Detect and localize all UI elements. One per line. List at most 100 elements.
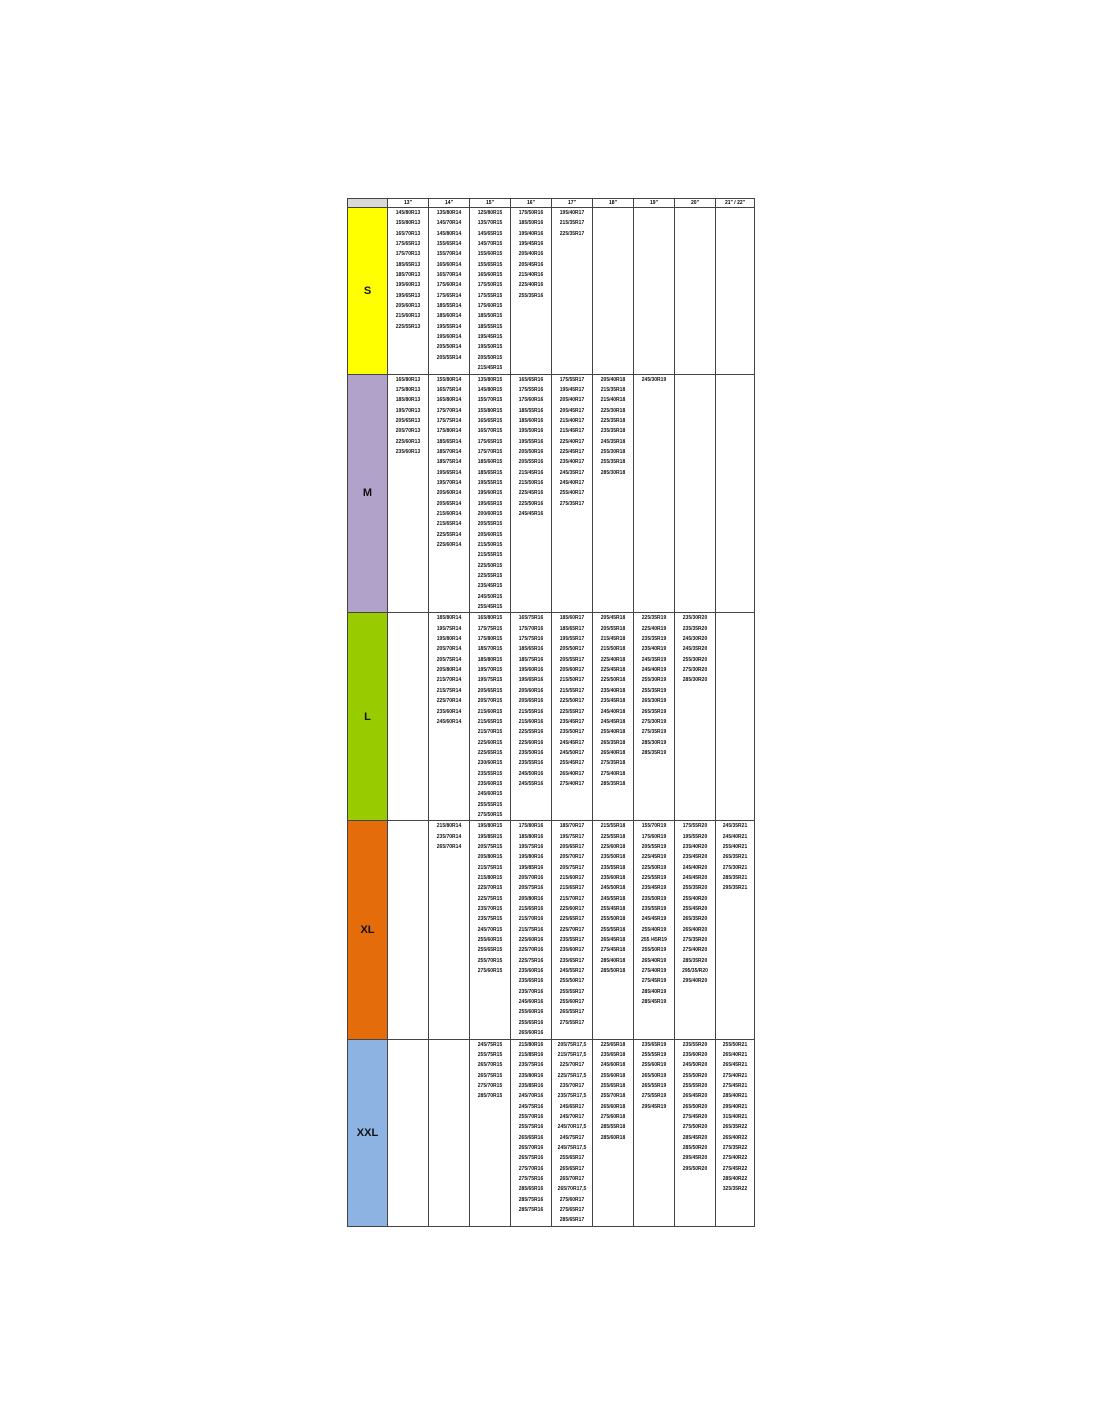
tyre-size-cell: 175/80R16 185/80R16 195/75R16 195/80R16 195/… [510, 820, 552, 1040]
tyre-size: 155/60R15 [477, 251, 503, 258]
tyre-size: 215/75R16 [518, 926, 544, 933]
tyre-size: 155/65R14 [436, 241, 462, 248]
tyre-size: 195/60R14 [436, 334, 462, 341]
tyre-size: 235/40R20 [682, 843, 708, 850]
tyre-size-cell [674, 373, 716, 614]
tyre-size: 285/35R21 [722, 875, 748, 881]
tyre-size: 245/55R17 [559, 968, 585, 975]
tyre-size: 165/75R14 [436, 386, 462, 393]
tyre-size: 195/65R15 [477, 500, 503, 507]
tyre-size: 245/50R20 [682, 1062, 708, 1069]
tyre-size: 225/70R17 [559, 1062, 585, 1069]
tyre-size: 245/35R17 [559, 469, 585, 476]
tyre-size: 225/75R17,5 [557, 1072, 587, 1079]
tyre-size: 175/70R16 [518, 625, 544, 632]
tyre-size: 235/50R19 [641, 895, 667, 902]
tyre-size-cell: 165/75R16 175/70R16 175/75R16 185/65R16 185/… [510, 612, 552, 822]
tyre-size: 215/40R17 [559, 417, 585, 424]
tyre-size: 185/50R15 [477, 313, 503, 320]
size-row-xxl: XXL 245/75R15 255/75R15 265/70R15 265/75R15 2… [347, 1038, 755, 1227]
tyre-size: 200/60R15 [477, 510, 503, 517]
tyre-size: 275/40R17 [559, 780, 585, 787]
tyre-size: 275/45R21 [722, 1082, 748, 1089]
tyre-size: 265/75R16 [518, 1155, 544, 1162]
tyre-size: 185/65R16 [518, 646, 544, 653]
tyre-size: 275/45R22 [722, 1165, 748, 1172]
tyre-size: 185/70R13 [395, 272, 421, 279]
tyre-size-cell: 175/50R16 185/50R16 195/40R16 195/45R16 205/… [510, 207, 552, 375]
tyre-size: 155/80R14 [436, 376, 462, 383]
tyre-size: 195/85R16 [518, 864, 544, 871]
tyre-size: 265/45R20 [682, 1093, 708, 1100]
tyre-size: 185/65R17 [559, 625, 585, 632]
tyre-size: 245/60R14 [436, 718, 462, 725]
tyre-size: 245/70R17,5 [557, 1124, 587, 1131]
tyre-size: 245/35R21 [722, 823, 748, 830]
tyre-size: 295/35/R20 [682, 968, 708, 975]
tyre-size: 155/65R15 [477, 261, 503, 268]
tyre-size: 205/75R14 [436, 656, 462, 663]
tyre-size: 285/75R16 [518, 1207, 544, 1213]
tyre-size-cell [387, 612, 429, 822]
tyre-size: 225/55R13 [395, 323, 421, 330]
tyre-size: 225/35R19 [641, 615, 667, 622]
tyre-size: 215/55R17 [559, 687, 585, 694]
tyre-size: 175/60R14 [436, 282, 462, 289]
tyre-size: 255/35R20 [682, 885, 708, 892]
tyre-size: 195/65R16 [518, 677, 544, 684]
tyre-size: 295/40R20 [682, 978, 708, 985]
tyre-size: 195/75R17 [559, 833, 585, 840]
tyre-size: 215/60R16 [518, 718, 544, 725]
tyre-size-cell: 245/30R19 [633, 373, 675, 614]
tyre-size: 245/45R20 [682, 875, 708, 881]
tyre-size: 265/65R17 [559, 1165, 585, 1172]
tyre-size: 195/65R13 [395, 292, 421, 299]
size-row-s: S 145/80R13 155/80R13 165/70R13 175/65R13 175… [347, 207, 755, 375]
tyre-size: 285/50R18 [600, 968, 626, 975]
tyre-size: 285/45R19 [641, 999, 667, 1006]
tyre-size: 255/60R18 [600, 1072, 626, 1079]
tyre-size: 175/60R19 [641, 833, 667, 840]
tyre-size: 255/65R16 [518, 1019, 544, 1026]
tyre-size: 205/40R17 [559, 397, 585, 404]
tyre-size: 235/75R15 [477, 916, 503, 923]
size-label: M [347, 373, 388, 614]
tyre-size: 195/60R16 [518, 667, 544, 674]
tyre-size: 255/70R16 [518, 1113, 544, 1120]
tyre-size: 275/70R16 [518, 1165, 544, 1172]
tyre-size: 225/60R15 [477, 739, 503, 746]
tyre-size: 245/75R15 [477, 1041, 503, 1048]
tyre-size: 265/35R22 [722, 1124, 748, 1131]
tyre-size: 195/80R14 [436, 636, 462, 643]
tyre-size: 265/60R16 [518, 1030, 544, 1037]
tyre-size: 275/60R15 [477, 968, 503, 975]
tyre-size: 175/65R14 [436, 292, 462, 299]
tyre-size: 225/45R16 [518, 490, 544, 497]
tyre-size: 215/75R15 [477, 864, 503, 871]
tyre-size: 275/35R17 [559, 500, 585, 507]
tyre-size: 235/55R19 [641, 906, 667, 913]
tyre-size: 235/75R17,5 [557, 1093, 587, 1100]
tyre-size: 275/40R20 [682, 947, 708, 954]
tyre-size-cell [715, 373, 755, 614]
tyre-size: 205/50R14 [436, 344, 462, 351]
tyre-size: 265/65R16 [518, 1134, 544, 1141]
tyre-size: 275/40R19 [641, 968, 667, 975]
tyre-size: 235/85R16 [518, 1082, 544, 1089]
tyre-size: 265/70R15 [477, 1062, 503, 1069]
tyre-size: 185/70R17 [559, 823, 585, 830]
tyre-size: 225/40R16 [518, 282, 544, 289]
tyre-size: 165/60R14 [436, 261, 462, 268]
tyre-size-cell [715, 207, 755, 375]
tyre-size: 145/70R15 [477, 241, 503, 248]
tyre-size: 255/45R17 [559, 760, 585, 767]
tyre-size: 205/55R19 [641, 843, 667, 850]
tyre-size: 235/60R14 [436, 708, 462, 715]
tyre-size-cell: 155/70R19 175/60R19 205/55R19 225/45R19 225/… [633, 820, 675, 1040]
tyre-size: 205/40R16 [518, 251, 544, 258]
tyre-size: 215/75R14 [436, 687, 462, 694]
tyre-size: 225/40R17 [559, 438, 585, 445]
tyre-size: 215/45R18 [600, 636, 626, 643]
tyre-size: 295/35R21 [722, 885, 748, 892]
tyre-size: 225/45R18 [600, 667, 626, 674]
